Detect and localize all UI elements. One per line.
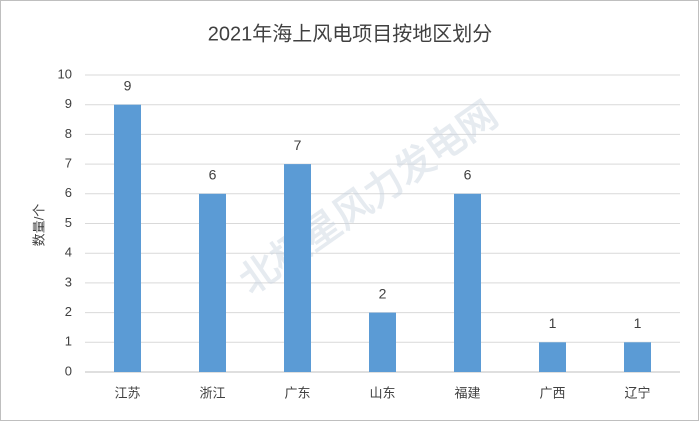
x-tick-label: 广东 bbox=[284, 385, 310, 400]
bar bbox=[284, 164, 311, 372]
x-tick-label: 广西 bbox=[539, 385, 565, 400]
y-tick-label: 8 bbox=[65, 126, 72, 141]
y-tick-label: 0 bbox=[65, 363, 72, 378]
bar bbox=[454, 193, 481, 372]
y-tick-label: 10 bbox=[58, 66, 72, 81]
data-label: 9 bbox=[124, 77, 132, 93]
x-tick-label: 福建 bbox=[454, 385, 480, 400]
data-label: 1 bbox=[634, 315, 642, 331]
bar bbox=[624, 342, 651, 372]
y-tick-label: 2 bbox=[65, 304, 72, 319]
x-tick-label: 山东 bbox=[369, 385, 395, 400]
y-tick-label: 3 bbox=[65, 274, 72, 289]
y-tick-label: 4 bbox=[65, 245, 72, 260]
y-tick-label: 5 bbox=[65, 215, 72, 230]
x-tick-label: 浙江 bbox=[199, 385, 225, 400]
x-tick-label: 江苏 bbox=[114, 385, 140, 400]
bar bbox=[199, 193, 226, 372]
chart-title: 2021年海上风电项目按地区划分 bbox=[208, 22, 493, 45]
y-tick-label: 9 bbox=[65, 96, 72, 111]
data-label: 2 bbox=[379, 285, 387, 301]
y-tick-label: 1 bbox=[65, 334, 72, 349]
y-tick-label: 6 bbox=[65, 185, 72, 200]
y-tick-label: 7 bbox=[65, 156, 72, 171]
x-tick-label: 辽宁 bbox=[624, 385, 650, 400]
bar bbox=[114, 104, 141, 372]
data-label: 1 bbox=[549, 315, 557, 331]
bar bbox=[369, 312, 396, 372]
bar bbox=[539, 342, 566, 372]
data-label: 6 bbox=[464, 167, 472, 183]
data-label: 6 bbox=[209, 167, 217, 183]
data-label: 7 bbox=[294, 137, 302, 153]
y-axis-label: 数量/个 bbox=[31, 204, 46, 247]
